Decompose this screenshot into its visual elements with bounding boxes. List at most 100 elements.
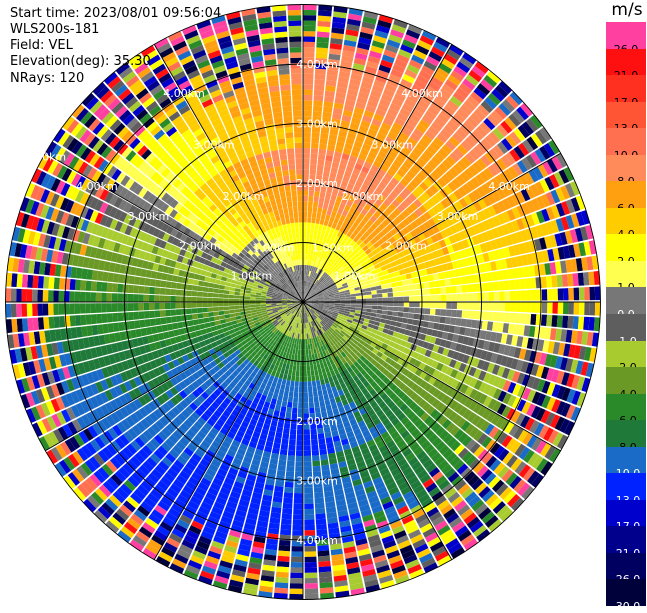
- velocity-gate: [509, 313, 515, 323]
- velocity-gate: [112, 313, 118, 322]
- velocity-gate: [430, 288, 436, 294]
- velocity-gate: [139, 311, 145, 319]
- velocity-gate: [234, 302, 239, 305]
- velocity-gate: [304, 403, 309, 408]
- velocity-gate: [229, 306, 235, 310]
- velocity-gate: [314, 90, 324, 96]
- velocity-gate: [584, 287, 590, 300]
- velocity-gate: [377, 302, 382, 306]
- velocity-gate: [398, 291, 404, 296]
- velocity-gate: [365, 288, 371, 292]
- velocity-gate: [531, 290, 537, 301]
- velocity-gate: [308, 387, 312, 393]
- velocity-gate: [588, 271, 594, 285]
- velocity-gate: [390, 321, 396, 326]
- velocity-gate: [261, 302, 266, 304]
- velocity-gate: [311, 223, 315, 229]
- velocity-gate: [278, 545, 290, 551]
- velocity-gate: [288, 397, 293, 403]
- velocity-gate: [296, 456, 303, 461]
- velocity-gate: [595, 302, 601, 316]
- velocity-gate: [315, 223, 319, 229]
- velocity-gate: [166, 317, 172, 324]
- velocity-gate: [320, 138, 328, 144]
- velocity-gate: [280, 406, 286, 412]
- velocity-gate: [304, 382, 308, 387]
- velocity-gate: [303, 20, 316, 26]
- velocity-gate: [428, 274, 434, 281]
- velocity-gate: [395, 276, 401, 282]
- velocity-gate: [289, 594, 303, 600]
- velocity-gate: [314, 84, 324, 90]
- velocity-gate: [303, 42, 315, 48]
- velocity-gate: [304, 525, 315, 531]
- velocity-gate: [435, 288, 441, 295]
- velocity-gate: [383, 298, 388, 302]
- velocity-gate: [319, 197, 325, 203]
- velocity-gate: [547, 289, 553, 301]
- velocity-gate: [563, 302, 569, 314]
- velocity-gate: [305, 562, 317, 568]
- velocity-gate: [188, 320, 194, 326]
- velocity-gate: [283, 428, 290, 434]
- velocity-gate: [370, 316, 376, 320]
- velocity-gate: [317, 165, 324, 171]
- velocity-gate: [245, 302, 250, 305]
- velocity-gate: [382, 293, 388, 297]
- velocity-gate: [149, 311, 155, 318]
- velocity-gate: [298, 398, 303, 403]
- velocity-gate: [325, 399, 331, 405]
- velocity-gate: [377, 294, 383, 298]
- velocity-gate: [293, 514, 303, 520]
- velocity-gate: [313, 202, 318, 208]
- velocity-gate: [293, 504, 303, 510]
- velocity-gate: [199, 324, 205, 330]
- velocity-gate: [335, 300, 340, 302]
- velocity-gate: [345, 306, 351, 309]
- velocity-gate: [498, 281, 504, 291]
- velocity-gate: [402, 280, 408, 286]
- velocity-gate: [295, 349, 298, 355]
- velocity-gate: [218, 307, 224, 311]
- velocity-gate: [289, 364, 293, 370]
- velocity-gate: [128, 312, 134, 320]
- velocity-gate: [542, 302, 548, 313]
- velocity-gate: [284, 423, 290, 429]
- velocity-gate: [312, 386, 317, 392]
- velocity-gate: [520, 279, 526, 290]
- velocity-gate: [277, 561, 289, 567]
- velocity-gate: [551, 315, 557, 327]
- velocity-gate: [412, 278, 418, 284]
- velocity-gate: [525, 314, 531, 325]
- velocity-gate: [304, 504, 314, 510]
- velocity-gate: [397, 286, 403, 291]
- velocity-gate: [224, 310, 230, 314]
- velocity-gate: [439, 280, 445, 287]
- velocity-gate: [304, 451, 311, 457]
- velocity-gate: [307, 217, 311, 223]
- velocity-gate: [434, 316, 440, 323]
- velocity-gate: [176, 309, 182, 315]
- velocity-gate: [261, 304, 266, 306]
- velocity-gate: [401, 323, 407, 329]
- velocity-gate: [309, 191, 314, 197]
- velocity-gate: [203, 313, 209, 318]
- velocity-gate: [350, 307, 356, 310]
- velocity-gate: [310, 159, 317, 165]
- velocity-gate: [367, 298, 372, 301]
- velocity-gate: [192, 314, 198, 320]
- velocity-gate: [281, 444, 288, 450]
- velocity-gate: [567, 274, 573, 287]
- velocity-gate: [314, 402, 319, 408]
- velocity-gate: [425, 302, 430, 308]
- velocity-gate: [393, 307, 399, 312]
- velocity-gate: [11, 319, 17, 333]
- velocity-gate: [376, 290, 382, 294]
- velocity-gate: [467, 284, 473, 292]
- velocity-gate: [317, 208, 322, 214]
- velocity-gate: [457, 294, 463, 301]
- velocity-gate: [299, 387, 303, 392]
- velocity-gate: [198, 318, 204, 324]
- velocity-gate: [461, 319, 467, 327]
- velocity-gate: [351, 296, 356, 299]
